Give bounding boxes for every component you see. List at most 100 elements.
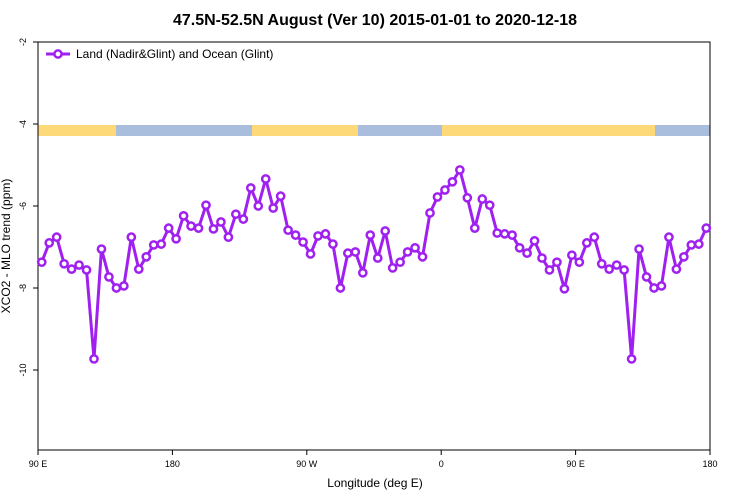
data-point <box>186 221 196 231</box>
data-point <box>619 265 629 275</box>
data-point <box>335 283 346 293</box>
data-point <box>522 248 532 258</box>
data-point <box>634 244 644 254</box>
data-point <box>268 203 279 213</box>
data-point <box>208 224 219 234</box>
data-point <box>156 239 167 249</box>
data-point <box>656 281 667 291</box>
x-tick-label: 90 E <box>566 459 585 469</box>
land-band <box>38 125 116 136</box>
data-point <box>499 229 510 239</box>
data-point <box>290 230 301 240</box>
data-point <box>350 247 361 257</box>
data-point <box>611 260 622 270</box>
data-point <box>253 201 264 211</box>
data-point <box>104 272 114 282</box>
data-point <box>537 253 547 263</box>
data-point <box>89 354 99 364</box>
data-point <box>260 174 271 184</box>
data-point <box>559 283 570 294</box>
data-point <box>469 223 480 233</box>
data-point <box>679 251 689 262</box>
data-point <box>119 281 129 291</box>
data-point <box>664 232 674 243</box>
data-point <box>238 214 249 224</box>
data-point <box>372 253 383 263</box>
data-point <box>201 200 211 211</box>
data-point <box>298 237 308 247</box>
y-tick-label: -6 <box>18 202 28 210</box>
data-point <box>163 223 174 233</box>
data-point <box>133 264 144 274</box>
series-line <box>40 168 708 361</box>
data-point <box>410 242 420 253</box>
data-point <box>283 225 293 236</box>
data-point <box>96 244 107 254</box>
data-point <box>81 265 92 275</box>
data-point <box>141 251 152 262</box>
data-point <box>671 264 682 274</box>
data-point <box>51 232 62 243</box>
data-point <box>567 250 577 261</box>
y-tick-label: -4 <box>18 120 28 128</box>
data-point <box>111 283 122 293</box>
data-point <box>596 258 607 269</box>
data-point <box>402 247 413 257</box>
plot-frame <box>37 41 711 451</box>
ocean-band <box>116 125 252 136</box>
data-point <box>171 233 181 244</box>
data-point <box>320 229 331 239</box>
x-tick-label: 90 W <box>296 459 318 469</box>
data-point <box>686 240 697 250</box>
data-point <box>343 248 353 258</box>
x-tick-label: 90 E <box>29 459 48 469</box>
data-point <box>693 239 704 249</box>
data-point <box>59 258 69 269</box>
data-point <box>305 249 316 259</box>
data-point <box>477 194 488 204</box>
land-band <box>442 125 655 136</box>
x-tick-label: 180 <box>165 459 180 469</box>
data-point <box>357 267 368 278</box>
surface-band <box>38 125 710 136</box>
data-point <box>148 240 159 250</box>
y-tick-label: -2 <box>18 38 28 46</box>
data-point <box>447 176 458 187</box>
data-point <box>387 263 398 273</box>
data-point <box>275 191 286 202</box>
data-point <box>589 232 600 243</box>
data-point <box>126 232 137 243</box>
x-axis-label: Longitude (deg E) <box>327 476 422 490</box>
data-point <box>514 242 525 253</box>
data-point <box>440 185 450 195</box>
data-point <box>462 192 473 203</box>
data-point <box>216 217 226 227</box>
data-point <box>492 228 503 238</box>
data-point <box>701 223 712 233</box>
data-point <box>455 165 465 175</box>
data-point <box>328 239 338 249</box>
ocean-band <box>655 125 710 136</box>
ocean-band <box>358 125 442 136</box>
y-tick-label: -10 <box>18 363 28 376</box>
y-axis-label: XCO2 - MLO trend (ppm) <box>0 179 13 314</box>
land-band <box>252 125 358 136</box>
data-point <box>417 251 428 262</box>
data-point <box>178 210 189 221</box>
data-point <box>313 231 323 241</box>
data-point <box>432 192 443 202</box>
data-point <box>44 238 55 248</box>
data-point <box>552 257 562 268</box>
data-point <box>604 264 615 274</box>
data-point <box>626 354 637 364</box>
data-point <box>74 260 84 270</box>
legend-marker <box>53 49 63 59</box>
data-point <box>484 200 495 211</box>
data-point <box>380 226 391 236</box>
data-point <box>544 265 555 275</box>
data-point <box>231 209 241 220</box>
data-point <box>641 272 652 282</box>
data-point <box>66 264 77 274</box>
data-point <box>223 232 234 243</box>
